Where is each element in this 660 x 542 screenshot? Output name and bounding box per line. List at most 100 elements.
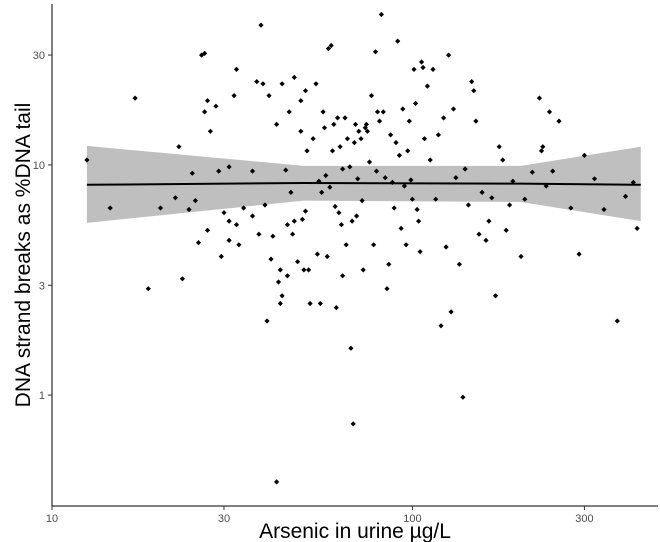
data-point <box>314 251 320 257</box>
data-point <box>354 213 360 219</box>
data-point <box>291 218 297 224</box>
data-point <box>254 79 260 85</box>
data-point <box>476 231 482 237</box>
data-point <box>446 52 452 58</box>
data-point <box>291 74 297 80</box>
data-point <box>614 318 620 324</box>
data-point <box>313 81 319 87</box>
data-point <box>338 222 344 228</box>
data-point <box>306 267 312 273</box>
data-point <box>359 198 365 204</box>
data-point <box>132 95 138 101</box>
data-point <box>411 66 417 72</box>
data-point <box>349 218 355 224</box>
data-point <box>340 166 346 172</box>
data-point <box>362 125 368 131</box>
data-point <box>352 121 359 127</box>
data-point <box>507 202 513 208</box>
data-point <box>546 109 553 115</box>
data-point <box>290 231 296 237</box>
data-point <box>301 267 307 273</box>
data-point <box>249 168 256 174</box>
data-point <box>260 81 266 87</box>
data-point <box>443 244 449 250</box>
data-point <box>107 205 113 211</box>
data-point <box>398 225 404 231</box>
data-point <box>202 109 208 115</box>
data-point <box>363 121 369 127</box>
data-point <box>328 42 334 49</box>
y-tick-label: 3 <box>39 280 45 292</box>
data-point <box>145 286 151 292</box>
data-point <box>321 125 328 131</box>
data-point <box>288 189 294 195</box>
data-point <box>448 309 454 315</box>
data-point <box>373 168 380 174</box>
data-point <box>450 106 457 112</box>
data-point <box>342 115 348 121</box>
data-point <box>249 213 256 219</box>
x-axis-ticks: 10 30 100 300 <box>46 506 594 525</box>
data-point <box>331 121 337 127</box>
data-point <box>348 345 354 351</box>
data-point <box>317 300 323 307</box>
data-point <box>299 216 305 222</box>
data-point <box>634 225 640 231</box>
data-point <box>376 118 383 124</box>
data-point <box>473 118 479 124</box>
data-point <box>372 49 379 55</box>
data-point <box>433 196 439 202</box>
data-point <box>275 279 282 285</box>
data-point <box>84 157 90 163</box>
data-point <box>295 259 301 265</box>
data-point <box>360 267 366 273</box>
data-point <box>576 251 582 257</box>
data-point <box>601 206 607 213</box>
data-point <box>304 148 310 154</box>
data-point <box>347 164 353 170</box>
data-point <box>403 242 409 248</box>
confidence-ribbon <box>86 145 641 223</box>
data-point <box>460 394 466 400</box>
x-tick-label: 100 <box>403 513 421 525</box>
data-point <box>325 46 332 52</box>
data-point <box>518 253 524 260</box>
data-point <box>332 203 338 210</box>
x-axis-title: Arsenic in urine µg/L <box>259 520 451 542</box>
fit-line <box>86 181 641 186</box>
data-point <box>284 222 290 228</box>
data-point <box>216 168 222 174</box>
data-point <box>340 273 346 279</box>
data-point <box>366 159 373 165</box>
data-point <box>233 222 240 228</box>
data-point <box>420 64 426 71</box>
data-point <box>465 202 471 208</box>
data-point <box>204 98 211 104</box>
data-point <box>419 59 425 65</box>
data-point <box>622 193 629 199</box>
data-point <box>202 50 208 56</box>
data-point <box>319 189 325 195</box>
data-point <box>536 95 542 101</box>
data-point <box>430 66 436 72</box>
data-point <box>231 93 237 99</box>
data-point <box>489 195 495 201</box>
data-point <box>258 22 264 28</box>
data-point <box>538 148 545 154</box>
data-point <box>213 103 219 109</box>
x-tick-label: 10 <box>46 513 58 525</box>
data-point <box>337 144 343 150</box>
data-point <box>435 132 441 138</box>
data-point <box>416 218 422 224</box>
data-point <box>556 118 562 124</box>
data-point <box>408 177 414 183</box>
data-point <box>286 109 292 115</box>
data-point <box>581 152 587 158</box>
data-point <box>192 198 198 204</box>
data-point <box>268 256 274 262</box>
data-point <box>207 128 213 134</box>
data-point <box>391 205 397 211</box>
data-point <box>277 300 283 307</box>
data-point <box>496 144 502 150</box>
